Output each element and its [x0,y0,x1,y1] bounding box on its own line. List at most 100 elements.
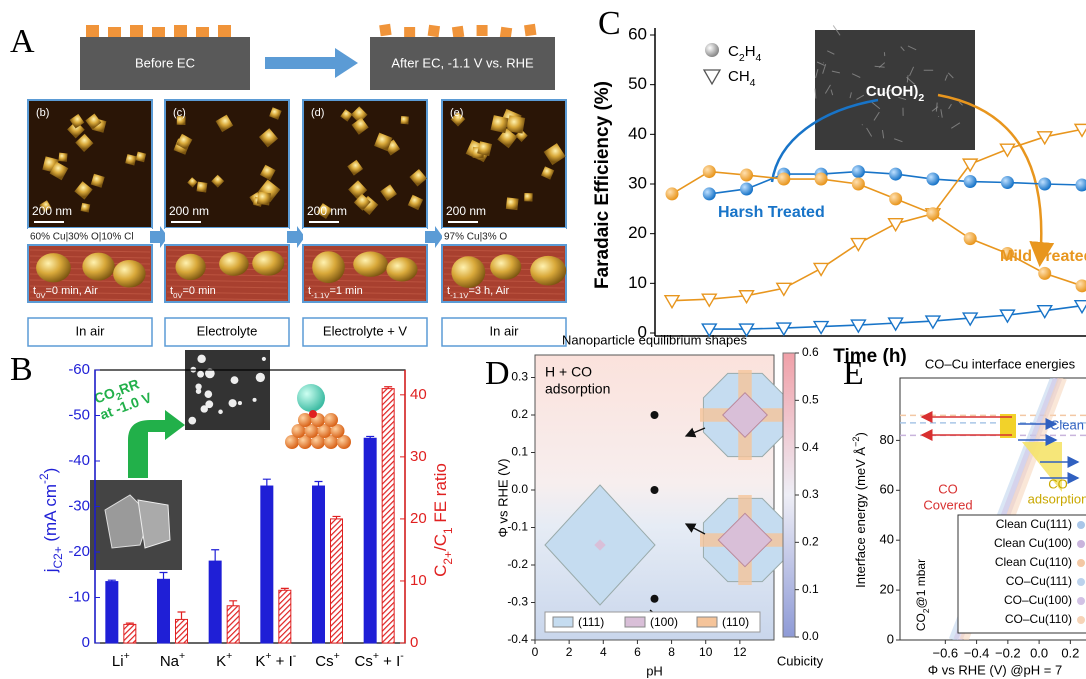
y-tick-label: 60 [880,482,894,497]
y-axis-label: Interface energy (meV Å−2) [851,432,868,588]
x-tick-label: 6 [634,645,641,659]
legend-label: Clean Cu(100) [994,536,1072,550]
adsorbate-core [309,410,317,418]
error-bar [160,572,168,579]
colorbar-tick-label: 0.0 [802,629,819,643]
legend-marker [1077,540,1085,548]
c2h4-point [926,207,939,220]
annotation: Clean [1050,417,1084,432]
ch4-point [702,294,716,306]
afm-3d-particle [252,251,284,276]
y-tick-label: -30 [68,497,90,514]
x-tick-label: −0.6 [932,645,958,660]
particle [524,24,536,36]
y-tick-label: 20 [628,223,647,242]
c2h4-point [703,187,716,200]
afm-particle [491,115,509,133]
bar [106,582,118,643]
text-part: K [216,653,226,670]
y-tick-label: -50 [68,406,90,423]
text-part: C [431,565,450,577]
panel-label: B [10,351,33,388]
legend-marker [1077,616,1085,624]
c2h4-point [852,178,865,191]
y-tick-label: 0.3 [511,370,528,384]
annotation: adsorption [1028,491,1086,506]
particle [428,25,440,37]
image-tag: (d) [311,107,324,119]
text-part: - [293,650,297,662]
condition: Electrolyte + V [323,323,408,338]
text-part: −2 [851,437,861,447]
x-tick-label: 2 [566,645,573,659]
text-part: Cu(OH) [866,83,919,100]
condition: In air [490,323,520,338]
sem-particle [231,376,239,384]
ch4-point [665,296,679,308]
y-tick-label: -0.3 [507,595,528,609]
afm-3d-particle [36,253,71,282]
x-tick-label: −0.2 [995,645,1021,660]
c2h4-point [964,232,977,245]
afm-3d-particle [490,254,521,279]
legend-label: CO–Cu(111) [1006,574,1072,588]
process-arrow [265,48,358,78]
legend-label: Clean Cu(111) [996,517,1072,531]
figure: ABefore ECAfter EC, -1.1 V vs. RHE(b)200… [0,0,1086,679]
y2-tick-label: 0 [410,634,418,651]
colorbar-tick-label: 0.4 [802,440,819,454]
text-part: C2+ [51,546,65,568]
point [651,595,659,603]
legend-marker [1077,559,1085,567]
condition: In air [76,323,106,338]
text-part: =3 h, Air [468,285,509,297]
text-part: CO [914,613,928,631]
annotation: H + CO [545,364,592,380]
colorbar-tick-label: 0.6 [802,345,819,359]
y-tick-label: 80 [880,432,894,447]
y2-tick-label: 10 [410,572,427,589]
y2-axis-label: C2+/C1 FE ratio [431,463,455,577]
x-tick-label: 4 [600,645,607,659]
text-part: =1 min [329,285,362,297]
legend-swatch [625,617,645,627]
ch4-point [851,320,865,332]
legend-swatch [697,617,717,627]
legend-label: Clean Cu(110) [995,555,1072,569]
adsorbate [297,384,325,412]
legend-label: CO–Cu(110) [1005,612,1072,626]
c2h4-point [1076,279,1086,292]
afm-3d-particle [219,252,249,276]
bar [364,438,376,643]
afm-particle [524,193,533,202]
y2-tick-label: 30 [410,448,427,465]
text-part: C [728,43,739,60]
panel-label: E [843,355,864,392]
ch4-point [851,239,865,251]
scale-label: 200 nm [446,204,486,218]
sem-particle [253,398,257,402]
x-tick-label: −0.4 [964,645,990,660]
legend-label: (111) [578,615,604,629]
text-part: @1 mbar [914,559,928,609]
text-part: FE ratio [431,463,450,527]
text-part: 4 [750,77,756,89]
error-bar [211,550,219,561]
x-tick-label: 0.2 [1061,645,1079,660]
x-tick-label: 10 [699,645,713,659]
scale-label: 200 nm [169,204,209,218]
particle [218,25,231,37]
y-tick-label: -0.4 [507,632,528,646]
ch4-point [814,263,828,275]
legend-label: (100) [650,615,678,629]
afm-3d-particle [175,254,205,280]
text-part: (mA cm [41,484,60,546]
c2h4-point [740,182,753,195]
colorbar [783,353,795,637]
condition: Electrolyte [197,323,258,338]
afm-3d-particle [451,256,485,288]
x-tick-label: Na+ [160,650,185,670]
y-tick-label: 0.1 [511,445,528,459]
y-tick-label: -40 [68,452,90,469]
y2-tick-label: 20 [410,510,427,527]
